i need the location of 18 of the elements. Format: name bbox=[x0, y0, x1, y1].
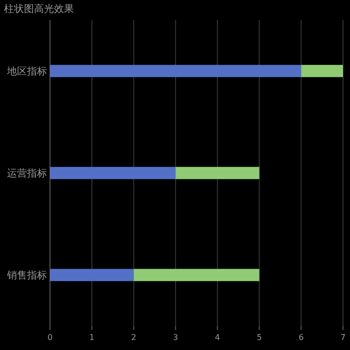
x-tick-label: 6 bbox=[298, 333, 304, 342]
chart-title: 柱状图高光效果 bbox=[4, 3, 74, 15]
y-tick-label: 地区指标 bbox=[6, 66, 47, 78]
y-tick-label: 销售指标 bbox=[6, 270, 47, 282]
x-tick-label: 1 bbox=[89, 333, 94, 342]
x-tick-label: 0 bbox=[47, 333, 53, 342]
x-tick-label: 5 bbox=[256, 333, 262, 342]
bar bbox=[134, 268, 260, 282]
bar bbox=[50, 268, 134, 282]
x-tick-label: 7 bbox=[340, 333, 346, 342]
bar bbox=[50, 166, 176, 180]
x-tick-label: 3 bbox=[173, 333, 178, 342]
bar bbox=[50, 64, 302, 78]
bar bbox=[176, 166, 260, 180]
bar bbox=[301, 64, 343, 78]
x-tick-label: 2 bbox=[131, 333, 136, 342]
x-tick-label: 4 bbox=[214, 333, 220, 342]
y-tick-label: 运营指标 bbox=[7, 168, 47, 180]
